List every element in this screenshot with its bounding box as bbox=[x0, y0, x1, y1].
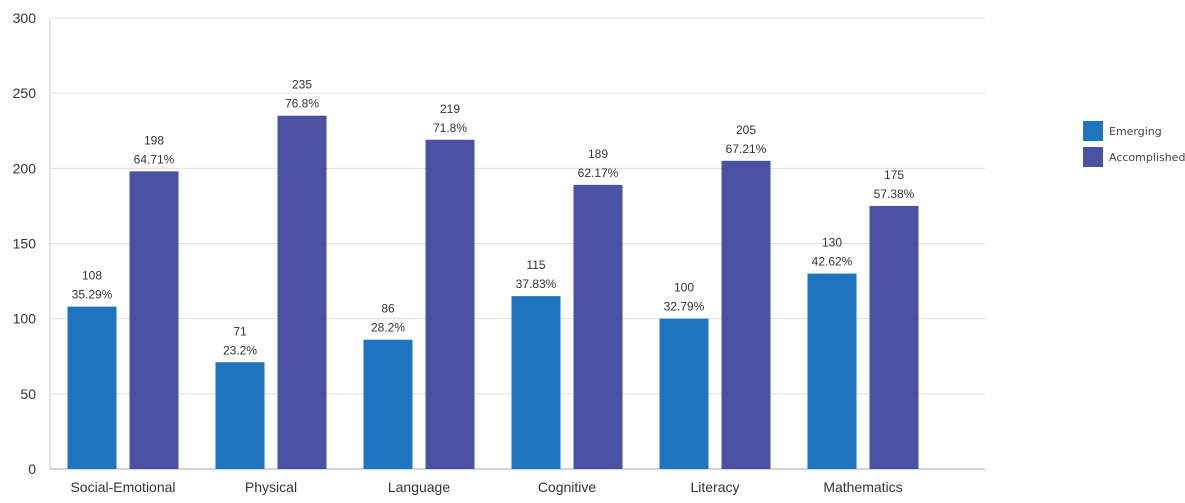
x-tick-label: Language bbox=[388, 479, 451, 495]
data-label-percent: 67.21% bbox=[726, 142, 767, 156]
legend-item-emerging[interactable]: Emerging bbox=[1083, 120, 1185, 142]
bar-emerging[interactable] bbox=[363, 339, 413, 469]
bar-accomplished[interactable] bbox=[869, 205, 919, 469]
legend-label-accomplished: Accomplished bbox=[1109, 150, 1185, 164]
bar-emerging[interactable] bbox=[215, 362, 265, 469]
bar-emerging[interactable] bbox=[659, 318, 709, 469]
data-label-percent: 57.38% bbox=[874, 187, 915, 201]
data-label-value: 219 bbox=[440, 102, 460, 116]
y-tick-label: 300 bbox=[13, 10, 37, 26]
data-label-percent: 62.17% bbox=[578, 166, 619, 180]
bar-accomplished[interactable] bbox=[573, 184, 623, 469]
x-tick-label: Cognitive bbox=[538, 479, 597, 495]
x-tick-label: Literacy bbox=[690, 479, 739, 495]
data-label-value: 108 bbox=[82, 269, 102, 283]
y-tick-label: 250 bbox=[13, 85, 37, 101]
bar-accomplished[interactable] bbox=[277, 115, 327, 469]
data-label-percent: 28.2% bbox=[371, 321, 405, 335]
data-label-percent: 42.62% bbox=[812, 255, 853, 269]
y-tick-label: 150 bbox=[13, 236, 37, 252]
bar-emerging[interactable] bbox=[67, 306, 117, 469]
x-tick-label: Physical bbox=[245, 479, 297, 495]
data-label-percent: 37.83% bbox=[516, 277, 557, 291]
legend-swatch-emerging bbox=[1083, 121, 1103, 141]
data-label-percent: 32.79% bbox=[664, 300, 705, 314]
legend-label-emerging: Emerging bbox=[1109, 124, 1162, 138]
data-label-percent: 76.8% bbox=[285, 97, 319, 111]
bar-accomplished[interactable] bbox=[721, 160, 771, 470]
y-tick-label: 0 bbox=[28, 461, 36, 477]
data-label-percent: 23.2% bbox=[223, 343, 257, 357]
bar-emerging[interactable] bbox=[807, 273, 857, 469]
data-label-value: 100 bbox=[674, 281, 694, 295]
bar-accomplished[interactable] bbox=[129, 171, 179, 469]
legend-swatch-accomplished bbox=[1083, 147, 1103, 167]
data-label-value: 235 bbox=[292, 78, 312, 92]
x-tick-label: Mathematics bbox=[823, 479, 902, 495]
bar-accomplished[interactable] bbox=[425, 139, 475, 469]
legend-item-accomplished[interactable]: Accomplished bbox=[1083, 146, 1185, 168]
data-label-value: 189 bbox=[588, 147, 608, 161]
data-label-value: 71 bbox=[233, 324, 247, 338]
data-label-value: 175 bbox=[884, 168, 904, 182]
data-label-value: 198 bbox=[144, 133, 164, 147]
data-label-percent: 64.71% bbox=[134, 152, 175, 166]
data-label-percent: 35.29% bbox=[72, 288, 113, 302]
y-tick-label: 200 bbox=[13, 160, 37, 176]
y-tick-label: 50 bbox=[20, 386, 36, 402]
data-label-percent: 71.8% bbox=[433, 121, 467, 135]
data-label-value: 205 bbox=[736, 123, 756, 137]
data-label-value: 86 bbox=[381, 302, 395, 316]
legend: Emerging Accomplished bbox=[1083, 120, 1185, 172]
x-tick-label: Social-Emotional bbox=[70, 479, 175, 495]
y-tick-label: 100 bbox=[13, 311, 37, 327]
data-label-value: 115 bbox=[526, 258, 545, 272]
bar-emerging[interactable] bbox=[511, 296, 561, 469]
data-label-value: 130 bbox=[822, 236, 842, 250]
